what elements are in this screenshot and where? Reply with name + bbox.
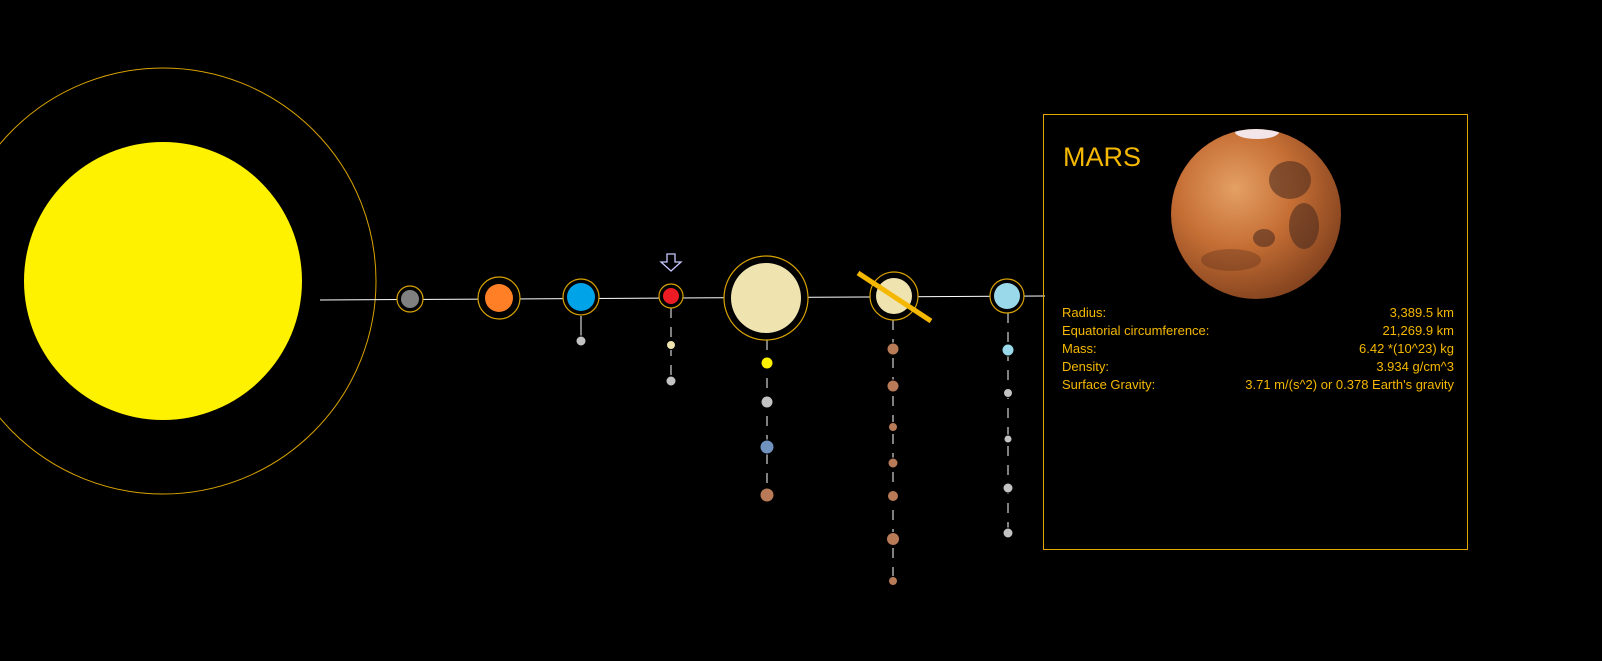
planet-venus[interactable] xyxy=(477,276,521,320)
planet-saturn[interactable] xyxy=(856,270,933,324)
stat-value: 6.42 *(10^23) kg xyxy=(1359,341,1454,356)
planet-uranus[interactable] xyxy=(989,278,1025,314)
planet-info-panel: MARS Radius: 3,389.5 km Equatorial circu… xyxy=(1043,114,1468,550)
planet-earth-body[interactable] xyxy=(567,283,595,311)
uranus-moon-3[interactable] xyxy=(1003,434,1013,444)
planet-mars-body[interactable] xyxy=(663,288,679,304)
stat-row-mass: Mass: 6.42 *(10^23) kg xyxy=(1062,340,1454,358)
saturn-moon-3[interactable] xyxy=(888,422,898,432)
mars-moon-1[interactable] xyxy=(666,340,676,350)
stat-row-circumference: Equatorial circumference: 21,269.9 km xyxy=(1062,322,1454,340)
stat-value: 3.71 m/(s^2) or 0.378 Earth's gravity xyxy=(1245,377,1454,392)
earth-moon-1[interactable] xyxy=(575,335,587,347)
planet-earth[interactable] xyxy=(562,278,600,316)
sun[interactable] xyxy=(24,142,302,420)
stat-row-density: Density: 3.934 g/cm^3 xyxy=(1062,358,1454,376)
saturn-moon-6[interactable] xyxy=(886,532,900,546)
uranus-moon-5[interactable] xyxy=(1002,527,1014,539)
uranus-moon-2[interactable] xyxy=(1003,388,1013,398)
planet-jupiter[interactable] xyxy=(723,255,809,341)
planet-mars[interactable] xyxy=(658,283,684,309)
stat-row-radius: Radius: 3,389.5 km xyxy=(1062,304,1454,322)
saturn-moon-2[interactable] xyxy=(886,379,900,393)
uranus-moon-4[interactable] xyxy=(1002,482,1014,494)
saturn-moon-7[interactable] xyxy=(888,576,898,586)
stat-label: Radius: xyxy=(1062,305,1107,320)
stat-label: Density: xyxy=(1062,359,1109,374)
stat-row-gravity: Surface Gravity: 3.71 m/(s^2) or 0.378 E… xyxy=(1062,376,1454,394)
jupiter-moon-4[interactable] xyxy=(759,487,775,503)
stat-value: 3,389.5 km xyxy=(1389,305,1454,320)
stat-label: Surface Gravity: xyxy=(1062,377,1156,392)
jupiter-moon-2[interactable] xyxy=(760,395,774,409)
stat-value: 3.934 g/cm^3 xyxy=(1376,359,1454,374)
stat-value: 21,269.9 km xyxy=(1382,323,1454,338)
planet-info-title: MARS xyxy=(1063,142,1142,172)
saturn-moon-5[interactable] xyxy=(887,490,899,502)
mars-moon-2[interactable] xyxy=(665,375,677,387)
uranus-moon-1[interactable] xyxy=(1001,343,1015,357)
jupiter-moon-1[interactable] xyxy=(760,356,774,370)
sun-orbit-ring xyxy=(0,67,377,495)
mars-image xyxy=(1171,129,1341,299)
saturn-moon-1[interactable] xyxy=(886,342,900,356)
planet-mercury-body[interactable] xyxy=(401,290,419,308)
planet-jupiter-body[interactable] xyxy=(731,263,801,333)
planet-mercury[interactable] xyxy=(396,285,424,313)
saturn-rings xyxy=(856,270,933,324)
planet-venus-body[interactable] xyxy=(485,284,513,312)
planet-uranus-body[interactable] xyxy=(994,283,1020,309)
selected-planet-arrow-icon xyxy=(659,253,683,272)
jupiter-moon-3[interactable] xyxy=(759,439,775,455)
stat-label: Equatorial circumference: xyxy=(1062,323,1210,338)
saturn-moon-4[interactable] xyxy=(887,457,899,469)
planet-stats: Radius: 3,389.5 km Equatorial circumfere… xyxy=(1062,304,1454,394)
stat-label: Mass: xyxy=(1062,341,1097,356)
